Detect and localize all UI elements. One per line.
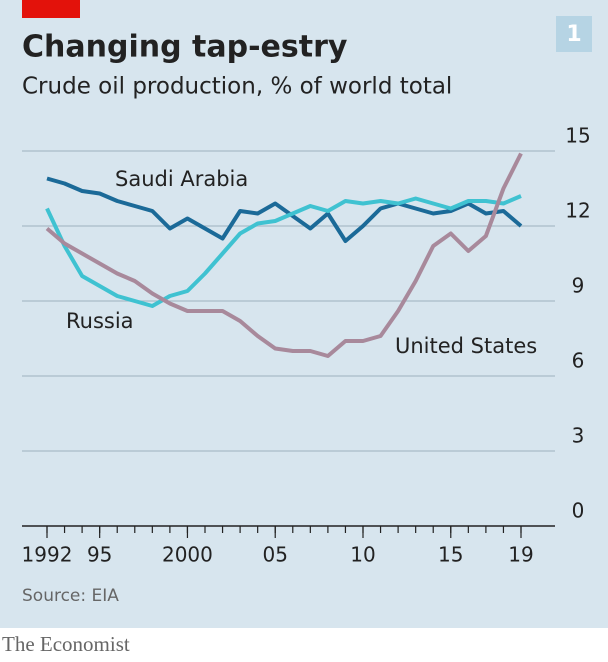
series-line (45, 152, 523, 358)
series-line (46, 176, 523, 243)
footer-background (0, 628, 608, 662)
y-tick-label: 9 (572, 274, 585, 298)
source: Source: EIA (22, 586, 119, 606)
series-label: Saudi Arabia (115, 167, 248, 191)
x-tick-label: 19 (508, 543, 533, 567)
publisher: The Economist (2, 632, 130, 656)
chart-subtitle: Crude oil production, % of world total (22, 74, 452, 100)
number-box (556, 16, 592, 52)
x-tick-label: 2000 (162, 543, 213, 567)
x-tick-label: 1992 (22, 543, 73, 567)
series-label: Russia (66, 309, 134, 333)
background (0, 0, 608, 628)
y-tick-label: 15 (565, 124, 590, 148)
y-tick-label: 0 (572, 499, 585, 523)
y-tick-label: 12 (565, 199, 590, 223)
series-line (45, 194, 522, 308)
series-label: United States (395, 334, 537, 358)
chart-title: Changing tap-estry (22, 30, 348, 65)
red-tag (22, 0, 80, 18)
y-tick-label: 6 (572, 349, 585, 373)
x-tick-label: 15 (438, 543, 463, 567)
x-tick-label: 95 (87, 543, 112, 567)
chart-number: 1 (566, 22, 581, 47)
x-tick-label: 05 (262, 543, 287, 567)
y-tick-label: 3 (572, 424, 585, 448)
x-tick-label: 10 (350, 543, 375, 567)
